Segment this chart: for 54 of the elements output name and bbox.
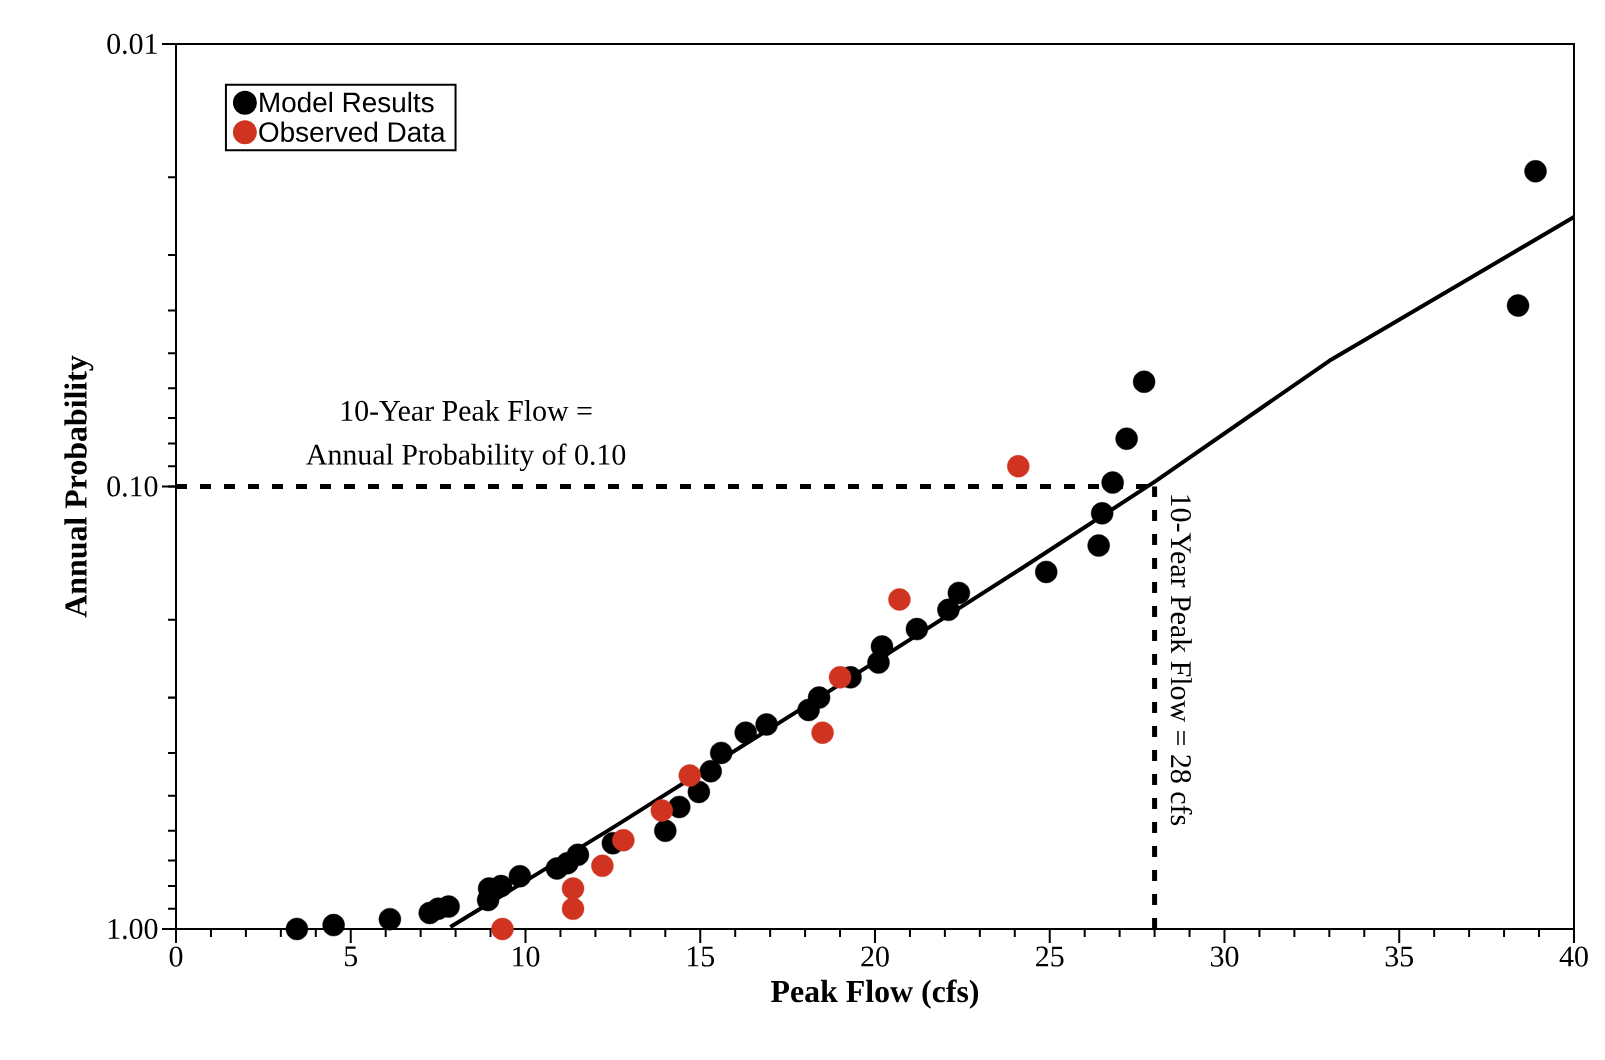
- point: [828, 666, 852, 689]
- point: [1087, 534, 1110, 557]
- point: [1132, 370, 1156, 393]
- point: [699, 760, 722, 783]
- point: [591, 854, 614, 878]
- point: [566, 843, 590, 867]
- point: [285, 917, 309, 941]
- point: [654, 819, 677, 843]
- point: [561, 897, 585, 920]
- point: [1506, 294, 1530, 317]
- point: [811, 721, 834, 744]
- y-axis-title: Annual Probability: [64, 355, 94, 618]
- point: [937, 598, 960, 622]
- y-tick-label: 0.10: [107, 476, 158, 497]
- x-tick-label: 30: [1210, 946, 1239, 967]
- x-tick-label: 5: [345, 946, 358, 967]
- x-tick-label: 15: [687, 946, 715, 967]
- point: [687, 780, 711, 804]
- point: [508, 865, 532, 888]
- point: [612, 829, 635, 852]
- point: [678, 764, 701, 787]
- point: [322, 913, 345, 937]
- x-tick-label: 25: [1036, 946, 1064, 967]
- point: [1101, 471, 1124, 494]
- x-tick-label: 10: [513, 946, 540, 967]
- point: [491, 917, 514, 941]
- point: [1090, 502, 1114, 525]
- point: [888, 588, 911, 611]
- point: [755, 713, 778, 736]
- point: [1115, 427, 1138, 450]
- x-tick-label: 40: [1559, 946, 1588, 967]
- legend-label: Observed Data: [259, 121, 446, 142]
- point: [1035, 560, 1058, 584]
- legend-label: Model Results: [260, 91, 434, 113]
- ref-line-label: 10-Year Peak Flow = 28 cfs: [1170, 495, 1193, 826]
- point: [870, 635, 894, 658]
- annotation: Annual Probability of 0.10: [306, 443, 626, 471]
- point: [905, 617, 929, 641]
- point: [947, 581, 971, 605]
- point: [734, 721, 757, 744]
- point: [1007, 455, 1030, 478]
- x-axis-title: Peak Flow (cfs): [771, 979, 979, 1009]
- point: [710, 741, 733, 765]
- point: [378, 907, 402, 931]
- x-tick-label: 20: [861, 946, 889, 967]
- point: [650, 799, 673, 822]
- y-tick-label: 1.00: [108, 918, 158, 940]
- y-tick-label: 0.01: [107, 33, 157, 55]
- point: [1524, 160, 1547, 183]
- point: [561, 877, 585, 900]
- point: [807, 686, 831, 709]
- x-tick-label: 0: [169, 946, 183, 967]
- annotation: 10-Year Peak Flow =: [341, 399, 592, 421]
- x-tick-label: 35: [1385, 946, 1414, 967]
